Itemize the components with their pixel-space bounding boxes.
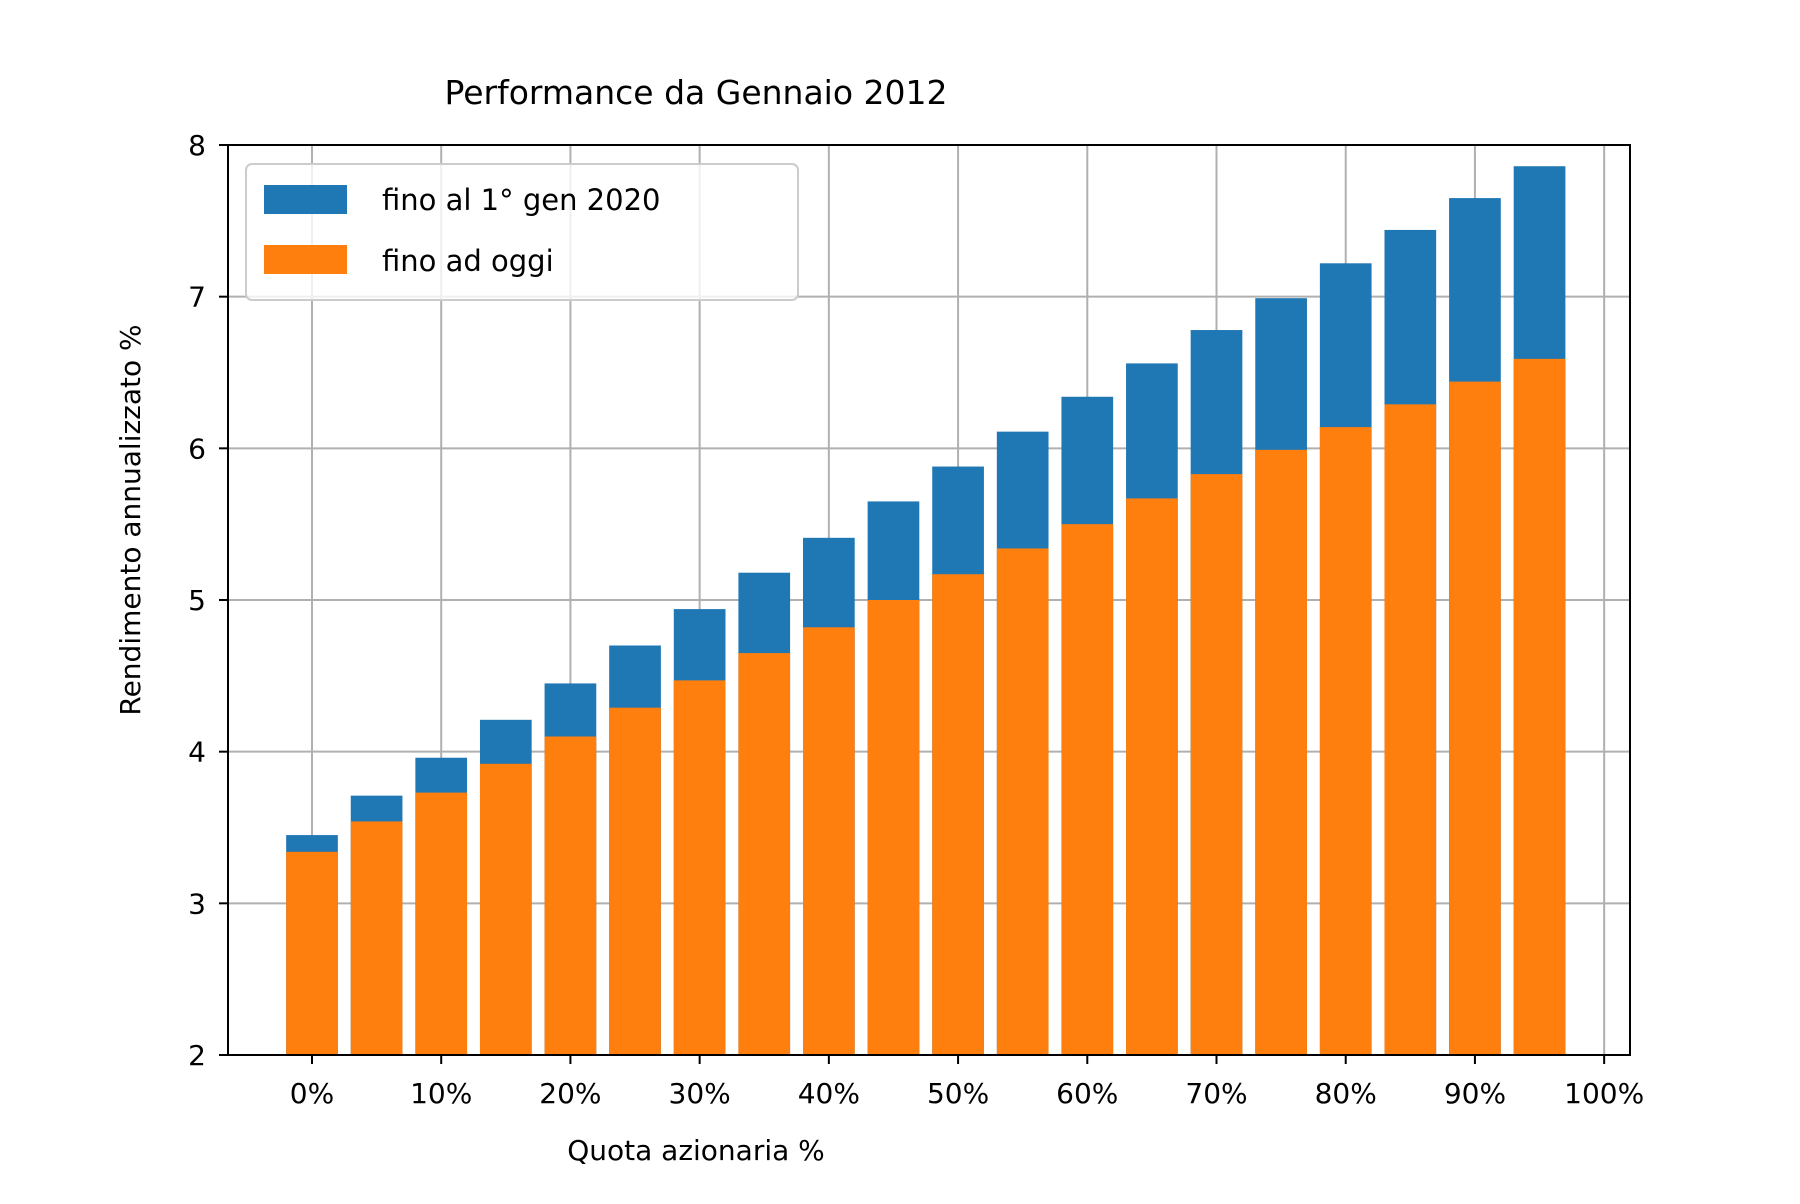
x-tick-label: 90% [1444,1077,1506,1110]
bar-series-2 [867,600,920,1055]
x-tick-label: 10% [410,1077,472,1110]
bar-series-2 [1319,427,1372,1056]
legend-box [245,163,799,301]
legend-label-series-1: fino al 1° gen 2020 [382,183,660,217]
y-tick-label: 5 [188,584,206,617]
bar-series-2 [1384,404,1437,1056]
bar-series-2 [932,574,984,1055]
bar-series-2 [544,736,597,1055]
x-tick-label: 0% [290,1077,334,1110]
bar-series-2 [286,851,338,1055]
x-axis-ticks: 0% 10% 20% 30% 40% 50% 60% 70% 80% 90% 100% [290,1055,1644,1110]
chart-title: Performance da Gennaio 2012 [444,73,947,112]
bars [286,166,1566,1056]
bar-series-2 [350,821,403,1055]
x-tick-label: 20% [539,1077,601,1110]
bar-series-2 [1190,474,1243,1055]
bar-series-2 [479,763,532,1055]
x-axis-label: Quota azionaria % [567,1134,825,1167]
x-tick-label: 100% [1564,1077,1644,1110]
x-tick-label: 80% [1315,1077,1377,1110]
bar-series-2 [415,792,468,1055]
y-tick-label: 6 [188,432,206,465]
y-tick-label: 7 [188,281,206,314]
bar-series-2 [996,548,1049,1055]
bar-series-2 [1126,498,1178,1056]
x-tick-label: 30% [669,1077,731,1110]
x-tick-label: 60% [1056,1077,1118,1110]
legend-swatch-series-2 [264,245,347,274]
y-tick-label: 4 [188,736,206,769]
y-tick-label: 8 [188,129,206,162]
bar-series-2 [1513,358,1566,1056]
x-tick-label: 50% [927,1077,989,1110]
y-tick-label: 2 [188,1039,206,1072]
x-tick-label: 40% [798,1077,860,1110]
bar-series-2 [738,653,791,1055]
x-tick-label: 70% [1185,1077,1247,1110]
bar-series-2 [1255,449,1307,1056]
legend: fino al 1° gen 2020 fino ad oggi [245,163,799,301]
y-axis-ticks: 2 3 4 5 6 7 8 [188,129,228,1072]
y-tick-label: 3 [188,887,206,920]
legend-label-series-2: fino ad oggi [382,244,554,278]
bar-series-2 [803,627,855,1055]
bar-series-2 [1449,381,1501,1056]
bar-series-2 [673,680,726,1055]
bar-series-2 [1061,524,1114,1055]
legend-swatch-series-1 [264,185,347,214]
y-axis-label: Rendimento annualizzato % [114,324,147,715]
bar-series-2 [609,707,661,1055]
